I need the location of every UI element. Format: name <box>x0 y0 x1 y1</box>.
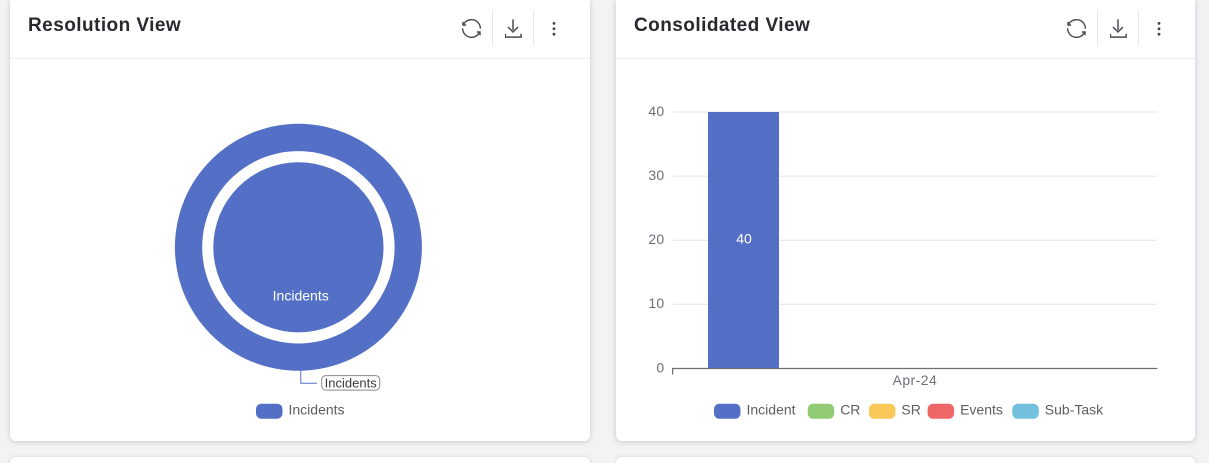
svg-text:10: 10 <box>648 295 664 311</box>
svg-text:Incidents: Incidents <box>325 376 378 391</box>
svg-text:40: 40 <box>736 231 752 247</box>
svg-text:Sub-Task: Sub-Task <box>1045 401 1104 417</box>
svg-text:40: 40 <box>648 103 664 119</box>
svg-text:Events: Events <box>960 401 1003 417</box>
svg-text:CR: CR <box>840 401 860 417</box>
svg-text:Incidents: Incidents <box>273 287 329 303</box>
svg-text:20: 20 <box>648 231 664 247</box>
svg-text:30: 30 <box>648 167 664 183</box>
svg-text:Incidents: Incidents <box>289 401 345 417</box>
svg-text:Incident: Incident <box>747 401 796 417</box>
svg-text:0: 0 <box>656 359 664 375</box>
svg-text:SR: SR <box>901 401 920 417</box>
svg-text:Apr-24: Apr-24 <box>893 372 938 388</box>
